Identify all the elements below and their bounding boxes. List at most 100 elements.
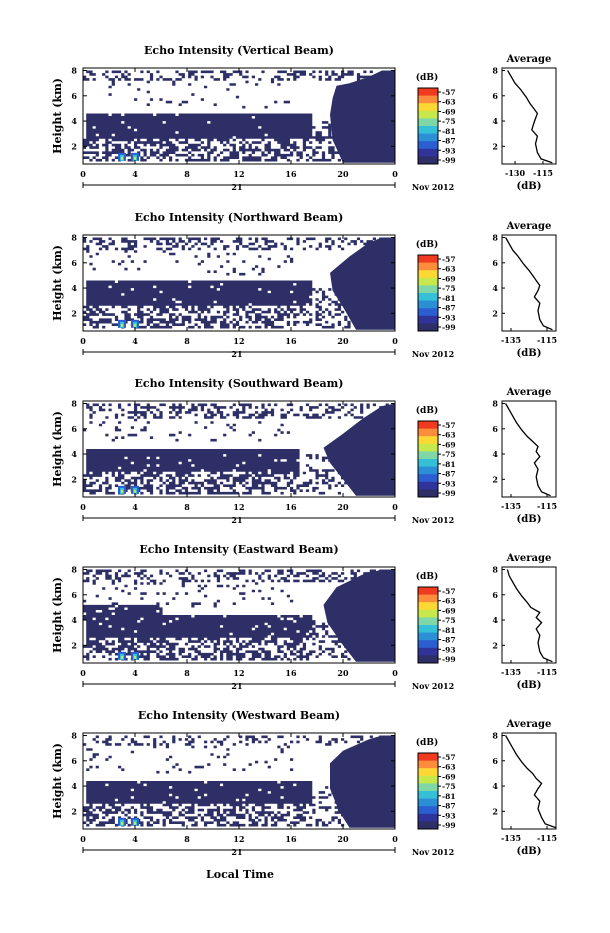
average-y-tick-label: 8 [492,399,498,409]
colorbar-segment [418,474,438,483]
colorbar-tick-label: -63 [442,265,456,274]
x-tick-label: 0 [392,502,398,512]
colorbar-segment [418,262,438,271]
average-y-tick-label: 4 [492,116,498,126]
y-tick-label: 2 [71,308,77,318]
panel-title: Echo Intensity (Northward Beam) [135,211,344,224]
average-y-tick-label: 4 [492,615,498,625]
average-profile-line [506,569,553,663]
month-year-label: Nov 2012 [412,847,454,857]
colorbar-segment [418,308,438,317]
colorbar-tick-label: -93 [442,146,456,155]
colorbar-segment [418,451,438,460]
hot-spot-peak [121,821,123,825]
y-axis-label: Height (km) [51,743,64,819]
colorbar-tick-label: -99 [442,156,456,165]
colorbar-segment [418,655,438,664]
heatmap-echo-layer [83,70,396,163]
y-tick-label: 6 [71,91,77,101]
colorbar-frame [417,586,439,664]
colorbar-segment [418,768,438,777]
y-tick-label: 8 [71,565,77,575]
x-tick-label: 16 [285,169,297,179]
colorbar-segment [418,156,438,165]
average-x-tick-label: -115 [537,501,557,511]
y-tick-label: 6 [71,756,77,766]
colorbar-segment [418,148,438,157]
average-y-tick-label: 2 [492,474,498,484]
x-tick-label: 20 [337,502,349,512]
colorbar-tick-label: -57 [442,753,456,762]
colorbar-segment [418,103,438,112]
colorbar-segment [418,617,438,626]
colorbar-unit: (dB) [416,239,438,250]
colorbar-segment [418,95,438,104]
x-tick-label: 16 [285,336,297,346]
colorbar-tick-label: -93 [442,645,456,654]
y-tick-label: 2 [71,474,77,484]
average-y-tick-label: 2 [492,308,498,318]
heatmap-echo-layer [83,735,396,828]
average-y-tick-label: 8 [492,66,498,76]
colorbar-tick-label: -75 [442,782,456,791]
colorbar-tick-label: -75 [442,284,456,293]
colorbar-segment [418,647,438,656]
colorbar-tick-label: -81 [442,460,456,469]
colorbar-segment [418,459,438,467]
heatmap-solid-region [330,735,395,828]
colorbar-segment [418,443,438,452]
colorbar-segment [418,813,438,822]
y-axis-label: Height (km) [51,577,64,653]
x-tick-label: 0 [80,169,86,179]
panel-title: Echo Intensity (Vertical Beam) [144,44,334,57]
y-tick-label: 4 [71,116,77,126]
average-title: Average [506,553,552,564]
colorbar-segment [418,791,438,799]
colorbar-tick-label: -99 [442,489,456,498]
x-tick-label: 12 [233,169,244,179]
hot-spot-peak [121,156,123,160]
colorbar-segment [418,323,438,332]
colorbar-frame [417,254,439,332]
average-x-tick-label: -135 [501,335,521,345]
average-x-label: (dB) [517,348,542,359]
average-y-tick-label: 2 [492,141,498,151]
colorbar-frame [417,87,439,165]
colorbar-tick-label: -87 [442,137,456,146]
colorbar-segment [418,602,438,611]
colorbar-segment [418,126,438,134]
colorbar-tick-label: -63 [442,763,456,772]
x-tick-label: 16 [285,668,297,678]
heatmap-solid-region [323,403,395,496]
y-tick-label: 4 [71,781,77,791]
average-profile-line [505,735,557,829]
colorbar-segment [418,133,438,142]
x-tick-label: 4 [132,834,138,844]
colorbar-segment [418,798,438,807]
colorbar-segment [418,421,438,429]
y-tick-label: 4 [71,449,77,459]
month-year-label: Nov 2012 [412,515,454,525]
hot-spot-peak [134,821,136,825]
colorbar-segment [418,632,438,641]
x-tick-label: 4 [132,336,138,346]
heatmap-echo-cells [83,403,396,495]
colorbar-segment [418,285,438,294]
x-tick-label: 4 [132,169,138,179]
average-x-label: (dB) [517,680,542,691]
y-tick-label: 8 [71,233,77,243]
colorbar-tick-label: -75 [442,616,456,625]
average-x-label: (dB) [517,514,542,525]
hot-spot-peak [121,655,123,659]
average-x-tick-label: -135 [501,833,521,843]
heatmap-solid-region [323,569,395,662]
average-x-tick-label: -115 [537,335,557,345]
average-title: Average [506,54,552,65]
panel-5: Echo Intensity (Westward Beam) Height (km… [51,709,557,857]
colorbar-tick-label: -69 [442,107,456,116]
colorbar-segment [418,806,438,815]
colorbar-tick-label: -63 [442,98,456,107]
colorbar-segment [418,300,438,309]
y-tick-label: 6 [71,258,77,268]
